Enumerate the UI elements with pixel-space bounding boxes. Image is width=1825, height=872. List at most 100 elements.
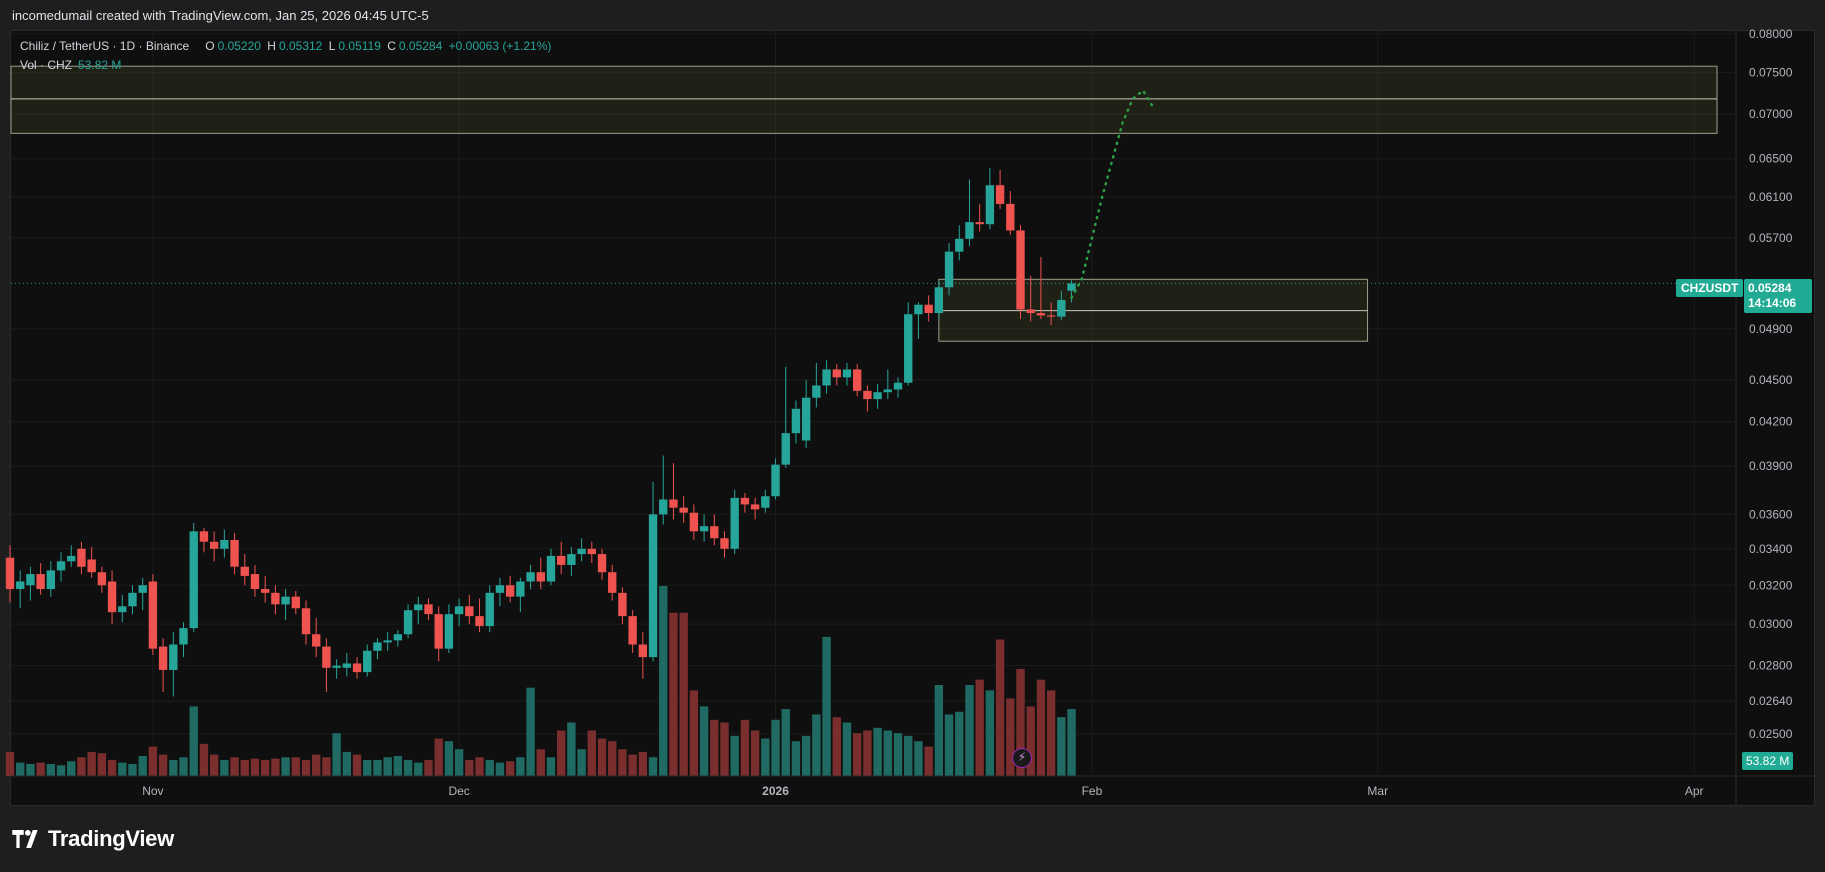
volume-bar	[628, 754, 637, 776]
candle-body	[577, 548, 586, 555]
volume-bar	[791, 741, 801, 776]
volume-bar	[414, 762, 423, 776]
candle-body	[679, 507, 688, 513]
volume-bar	[97, 753, 107, 776]
volume-bar	[1057, 717, 1066, 776]
candle-body	[822, 369, 831, 386]
candle-body	[240, 566, 249, 576]
candle-body	[26, 574, 35, 586]
chart-pane[interactable]	[10, 30, 1815, 806]
candle-body	[904, 314, 913, 383]
symbol-price-tag: CHZUSDT	[1676, 279, 1744, 297]
candle-body	[312, 634, 321, 647]
candle-body	[138, 585, 147, 593]
volume-bar	[710, 719, 719, 776]
attribution-text: incomedumail created with TradingView.co…	[12, 8, 429, 23]
volume-tag: 53.82 M	[1742, 752, 1794, 770]
candle-body	[301, 608, 311, 635]
price-zones[interactable]	[10, 65, 1718, 342]
volume-bar	[138, 755, 147, 776]
candle-body	[934, 287, 944, 314]
candle-body	[873, 392, 882, 400]
candles	[5, 168, 1076, 697]
volume-bar	[924, 746, 933, 776]
change-value: +0.00063 (+1.21%)	[448, 39, 552, 53]
volume-bar	[659, 586, 668, 776]
candle-body	[699, 526, 709, 532]
price-axis[interactable]: 0.08000 0.07500 0.07000 0.06500 0.06100 0.057…	[1735, 27, 1793, 806]
candle-body	[322, 646, 331, 668]
price-tick-label: 0.03900	[1749, 459, 1793, 473]
low-value: 0.05119	[338, 39, 381, 53]
price-tick-label: 0.02640	[1749, 694, 1793, 708]
time-tick-label: Nov	[142, 784, 163, 798]
price-tick-label: 0.08000	[1749, 27, 1793, 41]
price-tick-label: 0.07000	[1749, 107, 1793, 121]
candle-body	[495, 585, 505, 593]
volume-bar	[148, 746, 158, 776]
candle-body	[720, 538, 729, 549]
tradingview-logo[interactable]: TradingView	[12, 826, 174, 852]
volume-bar	[158, 754, 168, 776]
candle-body	[77, 548, 86, 567]
candle-body	[475, 616, 484, 627]
volume-bar	[740, 719, 750, 776]
volume-bar	[1046, 690, 1056, 776]
candle-body	[107, 581, 117, 613]
volume-bar	[1006, 698, 1015, 776]
volume-bar	[342, 751, 352, 776]
volume-bar	[679, 612, 688, 776]
volume-bar	[556, 730, 566, 776]
volume-bar	[393, 755, 403, 776]
grid	[11, 31, 1735, 775]
time-axis[interactable]: Nov Dec 2026 Feb Mar Apr	[10, 775, 1815, 798]
volume-bar	[904, 735, 913, 776]
candle-body	[791, 408, 801, 434]
volume-bar	[495, 762, 505, 776]
price-tick-label: 0.03200	[1749, 578, 1793, 592]
volume-bar	[955, 711, 964, 776]
high-value: 0.05312	[278, 39, 323, 53]
candle-body	[648, 514, 658, 658]
candle-body	[128, 592, 137, 607]
volume-label[interactable]: Vol · CHZ	[20, 58, 73, 72]
volume-bars	[5, 586, 1076, 776]
volume-bar	[444, 741, 454, 776]
last-price: 0.05284	[1748, 281, 1792, 295]
volume-bar	[271, 758, 280, 776]
candle-body	[169, 644, 178, 670]
volume-bar	[1067, 709, 1076, 776]
volume-legend: Vol · CHZ 53.82 M	[20, 58, 121, 72]
lightning-icon[interactable]: ⚡	[1012, 748, 1032, 768]
volume-bar	[985, 690, 995, 776]
time-tick-label: Mar	[1367, 784, 1388, 798]
volume-bar	[332, 733, 341, 776]
candle-body	[393, 634, 403, 641]
candle-body	[638, 644, 648, 658]
volume-bar	[373, 759, 382, 776]
candle-body	[944, 251, 954, 288]
volume-bar	[209, 754, 219, 776]
candle-body	[1067, 283, 1076, 291]
candle-body	[883, 389, 892, 393]
footer	[0, 806, 1825, 872]
volume-bar	[618, 749, 627, 776]
candle-body	[424, 604, 433, 615]
candle-body	[434, 614, 443, 649]
candlestick-chart[interactable]: 0.08000 0.07500 0.07000 0.06500 0.06100 0.057…	[0, 0, 1825, 806]
candle-body	[965, 222, 974, 239]
candle-body	[36, 574, 45, 590]
volume-bar	[689, 690, 699, 776]
volume-bar	[77, 757, 86, 776]
volume-bar	[720, 722, 729, 776]
symbol-title[interactable]: Chiliz / TetherUS · 1D · Binance	[20, 39, 190, 53]
candle-body	[1046, 315, 1056, 317]
candle-body	[179, 628, 188, 645]
candle-body	[730, 497, 739, 549]
open-value: 0.05220	[217, 39, 261, 53]
projection-path[interactable]	[1070, 88, 1155, 299]
volume-bar	[853, 733, 862, 776]
volume-bar	[965, 685, 974, 776]
candle-body	[975, 222, 984, 225]
candle-body	[87, 559, 96, 573]
